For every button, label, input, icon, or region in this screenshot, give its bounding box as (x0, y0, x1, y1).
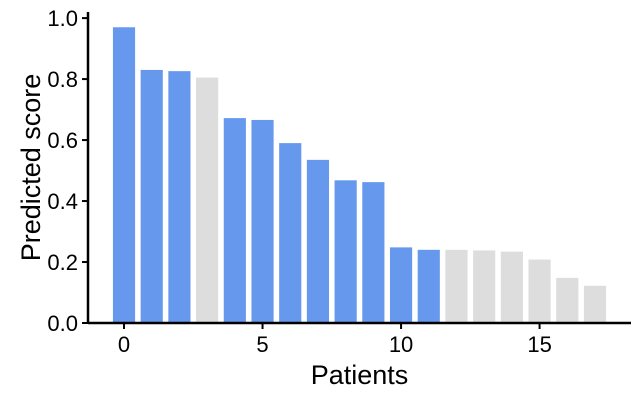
x-axis-title: Patients (311, 360, 409, 390)
y-tick-label: 0.8 (47, 67, 78, 92)
bars-group (112, 27, 607, 324)
y-tick-label: 0.2 (47, 250, 78, 275)
bar-patient-15 (528, 259, 551, 323)
y-tick-label: 0.4 (47, 189, 78, 214)
x-tick-label: 10 (389, 332, 413, 357)
y-axis-title: Predicted score (16, 74, 46, 262)
bar-patient-14 (500, 251, 523, 323)
bar-patient-3 (196, 77, 219, 323)
bar-patient-12 (445, 249, 468, 323)
bar-patient-7 (306, 159, 330, 323)
bar-patient-8 (334, 180, 357, 323)
bar-patient-11 (417, 249, 440, 323)
bar-patient-9 (362, 182, 385, 323)
bar-patient-5 (251, 119, 274, 323)
bar-patient-10 (389, 247, 413, 323)
x-tick-label: 0 (118, 332, 130, 357)
bar-patient-17 (583, 285, 607, 323)
bar-patient-16 (556, 277, 579, 323)
bar-patient-1 (140, 69, 163, 324)
y-ticks-group: 0.0 0.2 0.4 0.6 0.8 1.0 (47, 6, 88, 336)
x-tick-label: 15 (527, 332, 551, 357)
bar-patient-4 (223, 118, 246, 323)
y-tick-label: 0.6 (47, 128, 78, 153)
x-ticks-group: 0 5 10 15 (118, 323, 552, 357)
bar-patient-2 (168, 71, 191, 324)
y-tick-label: 0.0 (47, 311, 78, 336)
bar-patient-13 (473, 250, 496, 323)
bar-patient-0 (112, 27, 136, 324)
x-tick-label: 5 (256, 332, 268, 357)
bar-patient-6 (279, 143, 302, 323)
y-tick-label: 1.0 (47, 6, 78, 31)
